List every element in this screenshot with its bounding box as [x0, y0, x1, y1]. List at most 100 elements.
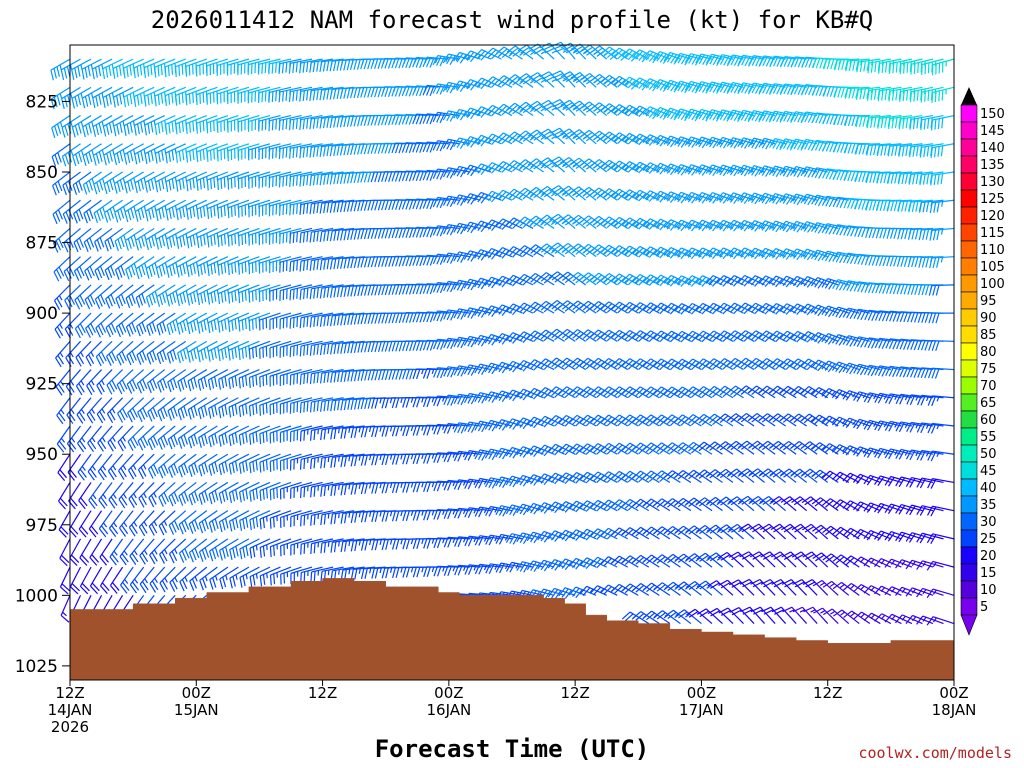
colorbar-swatch	[961, 139, 977, 156]
wind-barb	[140, 567, 154, 593]
colorbar-swatch	[961, 394, 977, 411]
colorbar-label: 90	[980, 311, 997, 326]
wind-barb	[59, 511, 70, 538]
wind-barb	[59, 482, 70, 509]
wind-barb	[88, 426, 102, 452]
x-tick-label: 12Z	[55, 684, 84, 702]
colorbar-swatch	[961, 207, 977, 224]
credit-text: coolwx.com/models	[858, 744, 1012, 762]
x-tick-label: 14JAN	[48, 701, 93, 719]
colorbar-swatch	[961, 377, 977, 394]
colorbar-label: 100	[980, 277, 1005, 292]
wind-barb	[69, 511, 80, 538]
wind-barb	[930, 228, 954, 240]
colorbar-label: 125	[980, 192, 1005, 207]
colorbar-swatch	[961, 547, 977, 564]
colorbar-label: 60	[980, 413, 997, 428]
wind-barb	[928, 451, 954, 461]
wind-barb	[87, 398, 101, 423]
colorbar-bottom-arrow	[961, 615, 977, 635]
colorbar-label: 5	[980, 600, 988, 615]
y-tick-label: 850	[26, 163, 58, 183]
wind-barb	[110, 539, 123, 565]
colorbar-label: 95	[980, 294, 997, 309]
wind-barbs	[51, 42, 954, 625]
colorbar-swatch	[961, 428, 977, 445]
wind-barb	[60, 539, 70, 566]
wind-barb	[57, 398, 70, 424]
wind-barb	[119, 511, 133, 537]
wind-barb	[77, 398, 91, 424]
wind-barb	[79, 482, 91, 508]
wind-barb	[70, 567, 80, 594]
wind-barb	[67, 398, 81, 424]
colorbar-label: 40	[980, 481, 997, 496]
wind-barb	[99, 482, 112, 508]
colorbar-swatch	[961, 292, 977, 309]
wind-barb	[929, 313, 954, 323]
wind-barb	[129, 511, 143, 537]
colorbar-swatch	[961, 173, 977, 190]
colorbar-swatch	[961, 105, 977, 122]
y-tick-label: 950	[26, 445, 58, 465]
x-tick-label: 16JAN	[426, 701, 471, 719]
wind-barb	[57, 426, 70, 452]
y-tick-label: 925	[26, 375, 58, 395]
colorbar-swatch	[961, 581, 977, 598]
wind-barb	[99, 511, 112, 537]
colorbar-label: 65	[980, 396, 997, 411]
wind-barb	[108, 454, 122, 480]
wind-barb	[89, 511, 101, 537]
colorbar-label: 135	[980, 158, 1005, 173]
colorbar-swatch	[961, 275, 977, 292]
colorbar-label: 20	[980, 549, 997, 564]
wind-barb	[100, 567, 112, 594]
colorbar-label: 115	[980, 226, 1005, 241]
colorbar-label: 145	[980, 124, 1005, 139]
wind-barb	[78, 454, 91, 480]
wind-barb	[58, 454, 70, 480]
colorbar-label: 10	[980, 583, 997, 598]
colorbar-label: 120	[980, 209, 1005, 224]
wind-barb	[61, 595, 70, 622]
wind-barb	[80, 539, 91, 566]
colorbar-swatch	[961, 258, 977, 275]
colorbar-label: 105	[980, 260, 1005, 275]
colorbar-swatch	[961, 411, 977, 428]
colorbar-swatch	[961, 598, 977, 615]
wind-barb	[929, 285, 954, 296]
colorbar-swatch	[961, 224, 977, 241]
wind-barb	[70, 539, 81, 566]
wind-barb	[56, 341, 70, 366]
wind-barb	[120, 539, 133, 565]
wind-barb	[110, 567, 122, 593]
colorbar-swatch	[961, 479, 977, 496]
wind-barb	[928, 423, 954, 433]
wind-barb	[109, 482, 123, 508]
colorbar-label: 110	[980, 243, 1005, 258]
wind-barb	[51, 59, 70, 80]
colorbar-label: 150	[980, 107, 1005, 122]
colorbar-swatch	[961, 241, 977, 258]
x-tick-label: 12Z	[560, 684, 589, 702]
colorbar-label: 85	[980, 328, 997, 343]
colorbar-label: 75	[980, 362, 997, 377]
y-tick-label: 1025	[15, 657, 58, 677]
wind-barb	[80, 567, 91, 594]
x-tick-label: 00Z	[182, 684, 211, 702]
wind-barb	[454, 337, 480, 348]
wind-barb	[931, 144, 954, 158]
x-tick-label: 17JAN	[679, 701, 724, 719]
wind-barb	[98, 426, 112, 451]
wind-barb	[98, 454, 112, 480]
colorbar-swatch	[961, 343, 977, 360]
colorbar-swatch	[961, 496, 977, 513]
wind-barb	[90, 539, 102, 565]
color-bar: 1501451401351301251201151101051009590858…	[961, 87, 1005, 635]
x-tick-label: 12Z	[813, 684, 842, 702]
colorbar-swatch	[961, 122, 977, 139]
x-tick-label: 00Z	[939, 684, 968, 702]
wind-barb	[53, 200, 70, 224]
